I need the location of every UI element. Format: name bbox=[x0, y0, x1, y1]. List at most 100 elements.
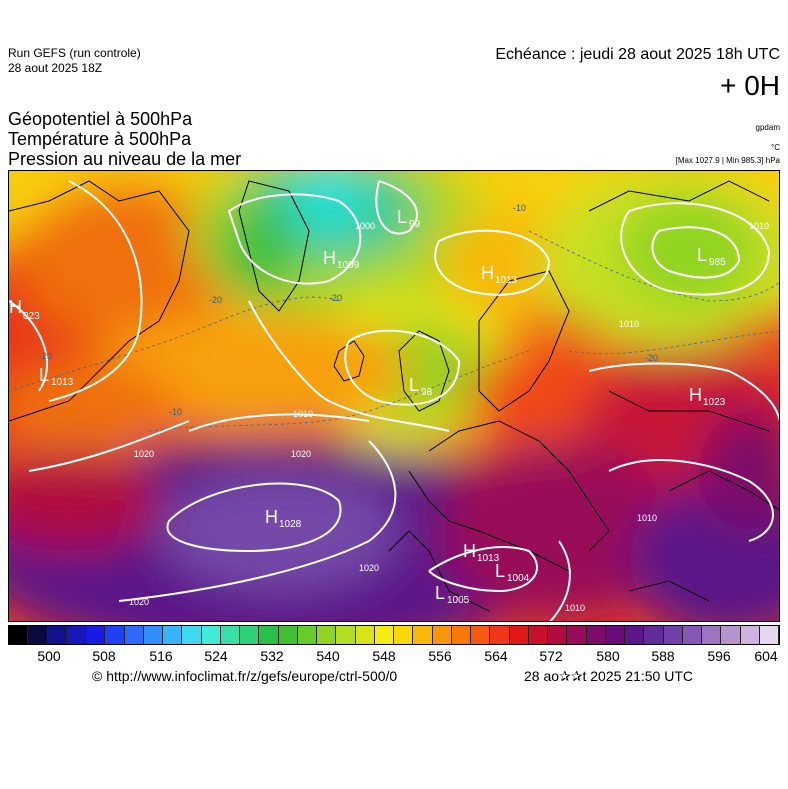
high-center: H bbox=[689, 385, 702, 405]
colorbar-swatch bbox=[432, 626, 452, 644]
colorbar-swatch bbox=[66, 626, 86, 644]
colorbar-swatch bbox=[394, 626, 414, 644]
unit-geopotential: gpdam bbox=[755, 123, 780, 132]
forecast-valid-time: Echéance : jeudi 28 aout 2025 18h UTC bbox=[495, 46, 780, 63]
isobar-label: 1020 bbox=[291, 449, 311, 459]
pressure-centers: H 023 L 1013 H 1009 L 99 H 1013 L 985 L … bbox=[9, 207, 726, 606]
lead-time: + 0H bbox=[720, 70, 780, 101]
isotherm-label: -10 bbox=[169, 407, 182, 417]
colorbar-swatch bbox=[336, 626, 356, 644]
high-center: H bbox=[463, 541, 476, 561]
low-center: L bbox=[409, 375, 419, 395]
isotherm-label: -20 bbox=[209, 295, 222, 305]
colorbar-swatch bbox=[201, 626, 221, 644]
colorbar-tick: 572 bbox=[539, 648, 563, 664]
colorbar-tick: 556 bbox=[428, 648, 452, 664]
colorbar-swatch bbox=[182, 626, 202, 644]
isobar-label: 1020 bbox=[359, 563, 379, 573]
high-center-value: 1023 bbox=[703, 397, 726, 408]
high-center: H bbox=[265, 507, 278, 527]
isotherm-label: -20 bbox=[329, 293, 342, 303]
low-center: L bbox=[435, 583, 445, 603]
geopotential-shading bbox=[9, 171, 779, 621]
low-center-value: 1013 bbox=[51, 377, 74, 388]
low-center-value: 1004 bbox=[507, 573, 530, 584]
colorbar-swatch bbox=[451, 626, 471, 644]
colorbar-swatch bbox=[355, 626, 375, 644]
isotherm-label: -20 bbox=[645, 353, 658, 363]
isobar-label: 1000 bbox=[355, 221, 375, 231]
colorbar-swatch bbox=[663, 626, 683, 644]
isotherms bbox=[9, 230, 779, 432]
colorbar-swatch bbox=[625, 626, 645, 644]
colorbar-swatch bbox=[124, 626, 144, 644]
colorbar-swatch bbox=[143, 626, 163, 644]
isotherm-label: -10 bbox=[513, 203, 526, 213]
colorbar-swatch bbox=[740, 626, 760, 644]
param-geopotential: Géopotentiel à 500hPa bbox=[8, 109, 193, 129]
param-temperature: Température à 500hPa bbox=[8, 129, 192, 149]
low-center: L bbox=[697, 245, 707, 265]
colorbar-swatch bbox=[259, 626, 279, 644]
colorbar-swatch bbox=[317, 626, 337, 644]
colorbar-swatch bbox=[509, 626, 529, 644]
isobar-label: 1010 bbox=[637, 513, 657, 523]
colorbar-swatch bbox=[220, 626, 240, 644]
colorbar-swatch bbox=[413, 626, 433, 644]
isobar-label: 1010 bbox=[565, 603, 585, 613]
colorbar-tick: 524 bbox=[204, 648, 228, 664]
colorbar-ticks: 500 508 516 524 532 540 548 556 564 572 … bbox=[8, 648, 780, 668]
colorbar-tick: 588 bbox=[651, 648, 675, 664]
high-center: H bbox=[323, 248, 336, 268]
high-center: H bbox=[9, 297, 22, 317]
high-center: H bbox=[481, 263, 494, 283]
colorbar-tick: 532 bbox=[260, 648, 284, 664]
colorbar-swatch bbox=[105, 626, 125, 644]
high-center-value: 1013 bbox=[495, 275, 518, 286]
colorbar-tick: 500 bbox=[37, 648, 61, 664]
colorbar-swatch bbox=[297, 626, 317, 644]
colorbar-swatch bbox=[278, 626, 298, 644]
colorbar-swatch bbox=[471, 626, 491, 644]
isobar-labels: 1000 1010 1020 1020 1020 1020 1010 1010 … bbox=[129, 221, 769, 613]
run-label: Run GEFS (run controle) bbox=[8, 46, 141, 60]
low-center: L bbox=[397, 207, 407, 227]
colorbar-tick: 604 bbox=[754, 648, 778, 664]
map-canvas: H 023 L 1013 H 1009 L 99 H 1013 L 985 L … bbox=[9, 171, 779, 621]
isotherm-label: -20 bbox=[39, 351, 52, 361]
colorbar-swatch bbox=[86, 626, 106, 644]
colorbar-swatch bbox=[759, 626, 779, 644]
high-center-value: 1013 bbox=[477, 553, 500, 564]
isobar-label: 1010 bbox=[619, 319, 639, 329]
isobar-label: 1010 bbox=[749, 221, 769, 231]
low-center: L bbox=[495, 561, 505, 581]
colorbar-swatch bbox=[163, 626, 183, 644]
isobar-label: 1010 bbox=[293, 409, 313, 419]
weather-map: H 023 L 1013 H 1009 L 99 H 1013 L 985 L … bbox=[8, 170, 780, 622]
colorbar-swatch bbox=[490, 626, 510, 644]
generation-timestamp: 28 ao✰✰t 2025 21:50 UTC bbox=[524, 668, 694, 684]
isobars bbox=[9, 180, 779, 621]
isobar-label: 1020 bbox=[129, 597, 149, 607]
colorbar-swatch bbox=[702, 626, 722, 644]
source-link[interactable]: © http://www.infoclimat.fr/z/gefs/europe… bbox=[92, 668, 398, 684]
colorbar-swatch bbox=[28, 626, 48, 644]
low-center-value: 98 bbox=[421, 387, 433, 398]
low-center: L bbox=[39, 365, 49, 385]
colorbar-tick: 516 bbox=[149, 648, 173, 664]
colorbar-swatch bbox=[605, 626, 625, 644]
colorbar-tick: 564 bbox=[484, 648, 508, 664]
colorbar-swatch bbox=[9, 626, 29, 644]
low-center-value: 1005 bbox=[447, 595, 470, 606]
colorbar-swatch bbox=[548, 626, 568, 644]
colorbar-tick: 596 bbox=[707, 648, 731, 664]
colorbar-swatch bbox=[47, 626, 67, 644]
colorbar-swatch bbox=[682, 626, 702, 644]
colorbar-tick: 548 bbox=[372, 648, 396, 664]
high-center-value: 1009 bbox=[337, 260, 360, 271]
colorbar-swatch bbox=[644, 626, 664, 644]
run-date: 28 aout 2025 18Z bbox=[8, 61, 103, 75]
colorbar-swatch bbox=[721, 626, 741, 644]
low-center-value: 99 bbox=[409, 219, 421, 230]
high-center-value: 1028 bbox=[279, 519, 302, 530]
